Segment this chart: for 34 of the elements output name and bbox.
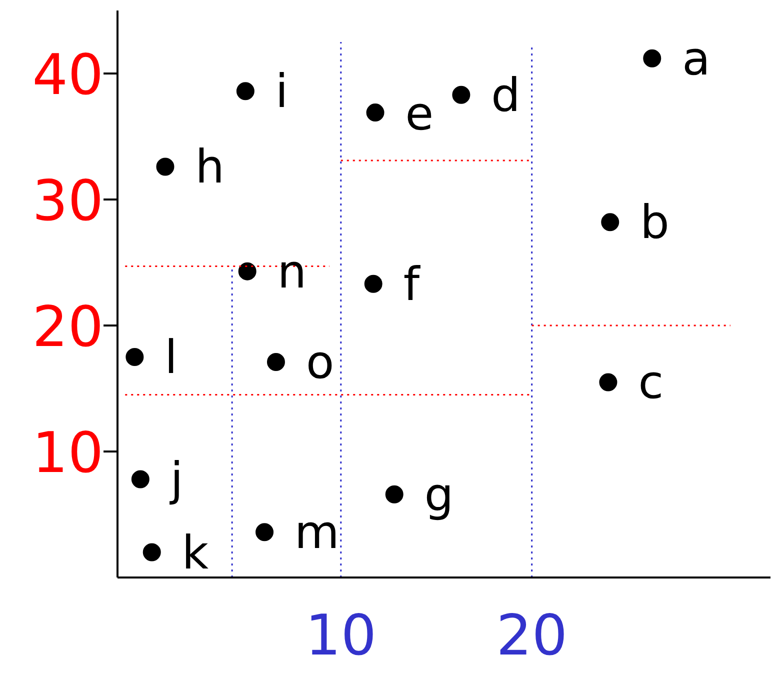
point <box>385 485 404 504</box>
annotation: e <box>405 86 434 141</box>
point <box>256 523 274 542</box>
point <box>601 213 620 232</box>
annotation: k <box>182 525 209 580</box>
annotation: g <box>424 467 454 522</box>
annotation: b <box>640 195 670 250</box>
point <box>156 158 174 176</box>
annotation: n <box>277 244 306 298</box>
point <box>366 104 384 122</box>
y-tick-label: 10 <box>32 421 104 486</box>
point <box>266 353 285 372</box>
annotation: i <box>275 64 288 118</box>
annotation: m <box>294 505 340 560</box>
point <box>599 373 618 392</box>
point <box>142 543 161 562</box>
annotation: a <box>682 31 710 86</box>
point <box>238 262 256 280</box>
annotation: f <box>403 256 422 311</box>
point <box>643 49 662 68</box>
point <box>364 274 382 293</box>
y-tick-label: 40 <box>32 43 104 108</box>
annotation: d <box>491 68 520 122</box>
point <box>131 470 150 488</box>
y-tick-label: 30 <box>32 169 104 234</box>
point <box>452 86 470 104</box>
annotation: j <box>169 452 184 506</box>
point <box>126 348 144 366</box>
y-tick-label: 20 <box>32 295 104 360</box>
annotation: c <box>638 355 664 410</box>
point <box>236 82 254 100</box>
annotation: h <box>195 140 224 194</box>
annotation: l <box>164 330 178 384</box>
annotation: o <box>306 335 334 390</box>
